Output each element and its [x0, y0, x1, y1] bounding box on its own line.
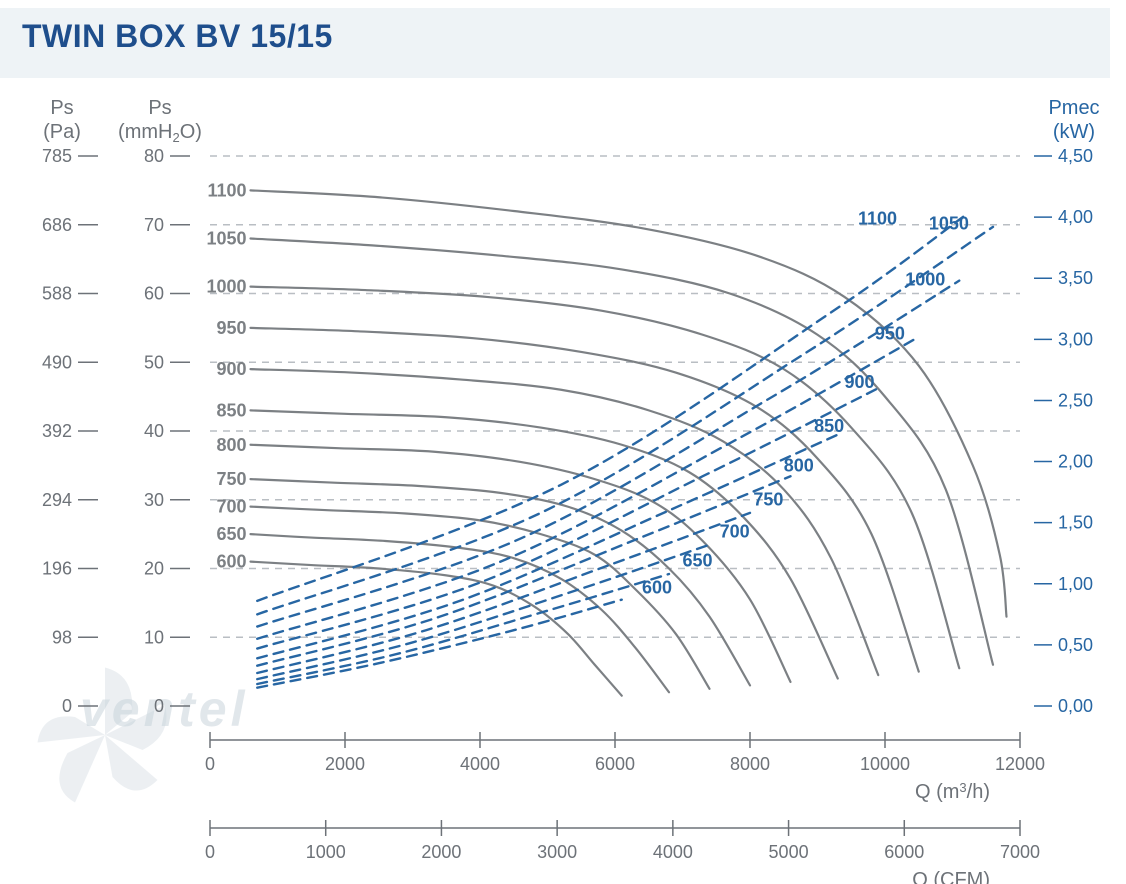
svg-text:4,00: 4,00 — [1058, 207, 1093, 227]
svg-text:10000: 10000 — [860, 754, 910, 774]
svg-text:8000: 8000 — [730, 754, 770, 774]
pressure-label-700: 700 — [216, 497, 246, 517]
svg-text:686: 686 — [42, 215, 72, 235]
svg-text:392: 392 — [42, 421, 72, 441]
power-curve-1100 — [257, 215, 966, 601]
svg-text:(Pa): (Pa) — [43, 121, 81, 143]
pressure-label-600: 600 — [216, 552, 246, 572]
power-curve-650 — [257, 574, 669, 684]
svg-text:0: 0 — [62, 696, 72, 716]
svg-text:Q (CFM): Q (CFM) — [912, 869, 990, 884]
svg-text:490: 490 — [42, 352, 72, 372]
power-curve-1050 — [257, 227, 993, 614]
power-curve-950 — [257, 337, 919, 639]
svg-text:10: 10 — [144, 627, 164, 647]
svg-text:196: 196 — [42, 559, 72, 579]
pressure-label-900: 900 — [216, 359, 246, 379]
power-label-1100: 1100 — [858, 208, 897, 228]
pressure-label-1100: 1100 — [207, 180, 246, 200]
power-label-700: 700 — [720, 521, 750, 541]
svg-text:70: 70 — [144, 215, 164, 235]
svg-text:3,50: 3,50 — [1058, 268, 1093, 288]
svg-text:30: 30 — [144, 490, 164, 510]
fan-curve-chart: 098196294392490588686785Ps(Pa)0102030405… — [0, 86, 1126, 884]
svg-text:0,00: 0,00 — [1058, 696, 1093, 716]
power-label-900: 900 — [845, 372, 875, 392]
svg-text:6000: 6000 — [884, 842, 924, 862]
svg-text:785: 785 — [42, 146, 72, 166]
chart-title: TWIN BOX BV 15/15 — [22, 18, 333, 55]
svg-text:(mmH2O): (mmH2O) — [118, 121, 202, 145]
pressure-label-1000: 1000 — [206, 277, 246, 297]
svg-text:2,00: 2,00 — [1058, 452, 1093, 472]
svg-text:Q (m3/h): Q (m3/h) — [915, 780, 990, 803]
svg-text:40: 40 — [144, 421, 164, 441]
svg-text:1,00: 1,00 — [1058, 574, 1093, 594]
pressure-label-800: 800 — [216, 435, 246, 455]
svg-text:20: 20 — [144, 559, 164, 579]
svg-text:(kW): (kW) — [1053, 121, 1095, 143]
power-label-1050: 1050 — [929, 213, 969, 233]
svg-text:0,50: 0,50 — [1058, 635, 1093, 655]
pressure-label-850: 850 — [216, 400, 246, 420]
pressure-curve-650 — [251, 534, 670, 692]
svg-text:80: 80 — [144, 146, 164, 166]
svg-text:2,50: 2,50 — [1058, 390, 1093, 410]
power-label-650: 650 — [683, 551, 713, 571]
svg-text:12000: 12000 — [995, 754, 1045, 774]
pressure-label-950: 950 — [216, 318, 246, 338]
power-label-600: 600 — [642, 578, 672, 598]
svg-text:50: 50 — [144, 352, 164, 372]
pressure-label-750: 750 — [216, 469, 246, 489]
svg-text:588: 588 — [42, 284, 72, 304]
power-label-750: 750 — [753, 490, 783, 510]
power-label-850: 850 — [814, 416, 844, 436]
pressure-label-1050: 1050 — [206, 229, 246, 249]
svg-text:4000: 4000 — [460, 754, 500, 774]
pressure-curve-850 — [251, 410, 838, 678]
svg-text:4,50: 4,50 — [1058, 146, 1093, 166]
svg-text:5000: 5000 — [769, 842, 809, 862]
svg-text:Ps: Ps — [50, 97, 73, 119]
svg-text:2000: 2000 — [421, 842, 461, 862]
pressure-curve-950 — [251, 328, 919, 672]
power-label-1000: 1000 — [905, 270, 945, 290]
svg-text:1000: 1000 — [306, 842, 346, 862]
svg-text:Ps: Ps — [148, 97, 171, 119]
svg-text:1,50: 1,50 — [1058, 513, 1093, 533]
svg-text:98: 98 — [52, 627, 72, 647]
svg-text:2000: 2000 — [325, 754, 365, 774]
svg-text:4000: 4000 — [653, 842, 693, 862]
power-label-800: 800 — [784, 455, 814, 475]
svg-text:3,00: 3,00 — [1058, 329, 1093, 349]
svg-text:60: 60 — [144, 284, 164, 304]
svg-text:0: 0 — [205, 842, 215, 862]
svg-text:6000: 6000 — [595, 754, 635, 774]
svg-text:Pmec: Pmec — [1048, 97, 1099, 119]
pressure-label-650: 650 — [216, 524, 246, 544]
svg-text:0: 0 — [205, 754, 215, 774]
power-label-950: 950 — [875, 323, 905, 343]
svg-text:7000: 7000 — [1000, 842, 1040, 862]
pressure-curve-700 — [251, 507, 710, 689]
svg-text:3000: 3000 — [537, 842, 577, 862]
svg-text:0: 0 — [154, 696, 164, 716]
svg-text:294: 294 — [42, 490, 72, 510]
